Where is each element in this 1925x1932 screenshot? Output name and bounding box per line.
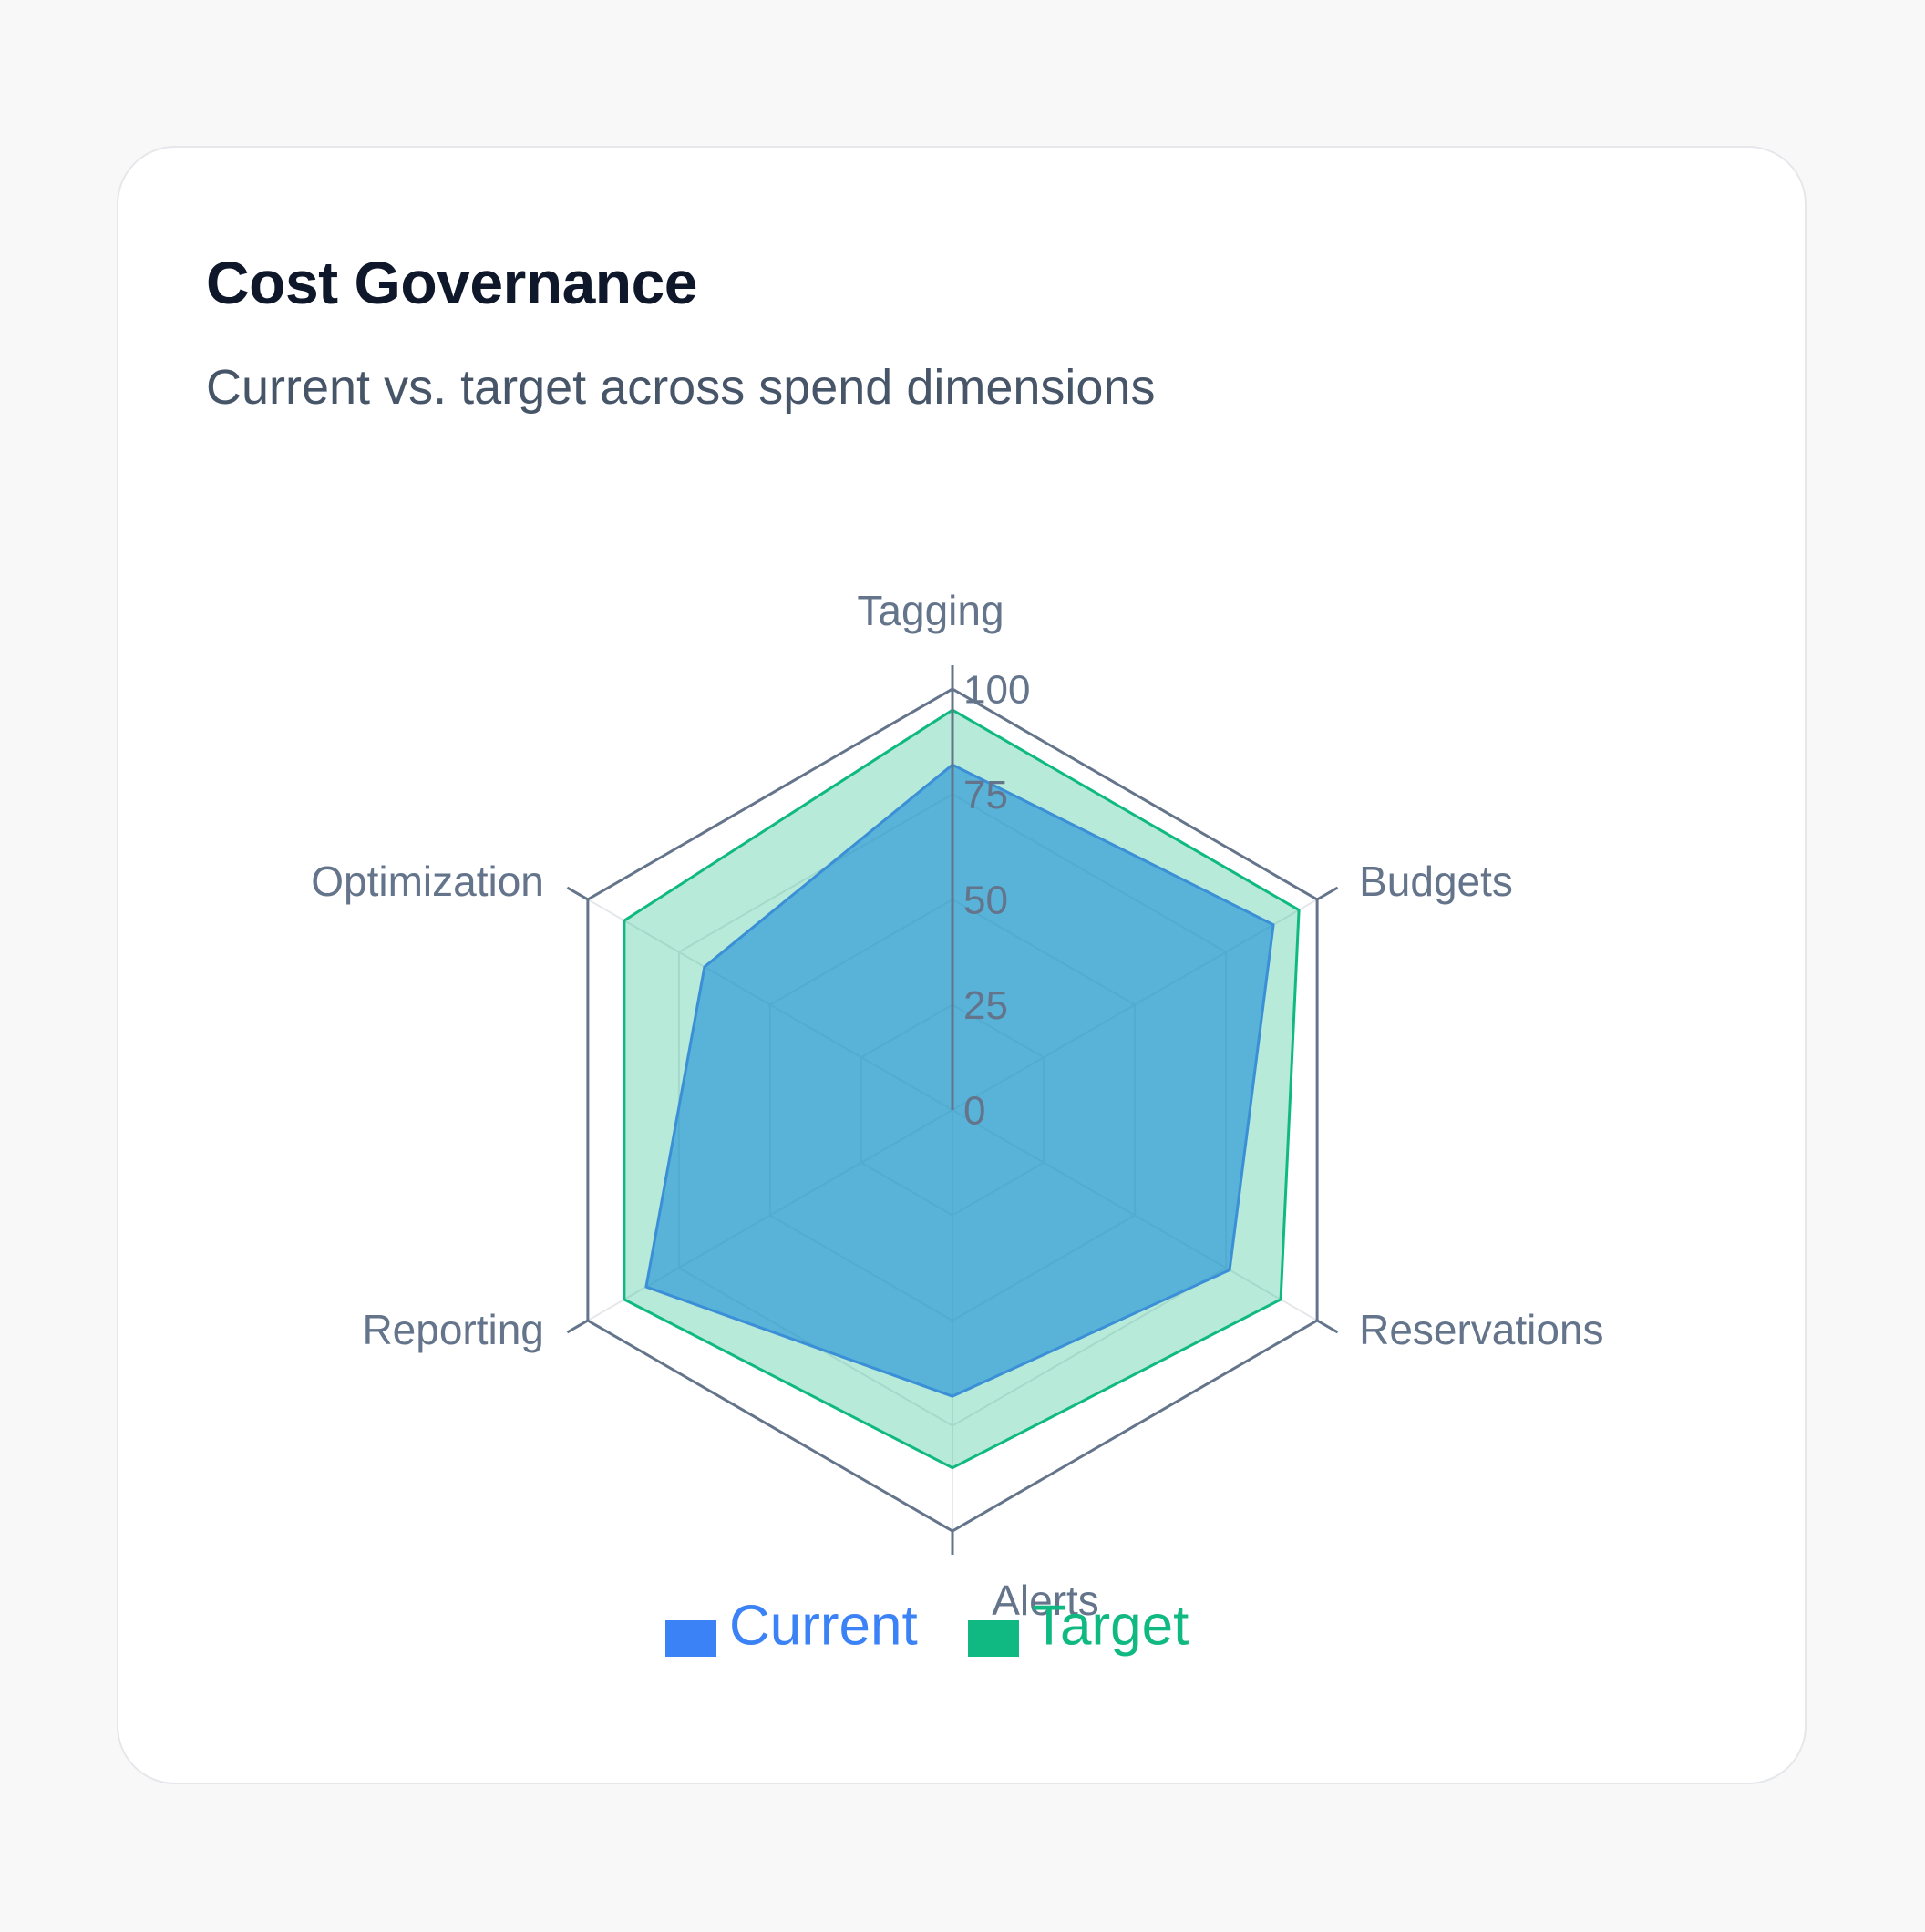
tick-label: 25 xyxy=(963,983,1008,1028)
chart-title: Cost Governance xyxy=(206,249,698,316)
tick-label: 100 xyxy=(963,668,1030,713)
radar-axis-labels: Tagging Budgets Reservations Alerts Reportin… xyxy=(311,587,1603,1624)
series-current-area xyxy=(644,763,1275,1398)
tick-label: 0 xyxy=(963,1089,985,1134)
radar-axes xyxy=(566,665,1339,1555)
axis-label-budgets: Budgets xyxy=(1359,858,1513,905)
radar-series xyxy=(623,708,1301,1470)
axis-tick-mark xyxy=(566,886,589,901)
axis-label-tagging: Tagging xyxy=(857,587,1004,634)
chart-legend: Current Target xyxy=(665,1594,1189,1657)
axis-tick-mark xyxy=(566,1319,589,1334)
axis-label-reporting: Reporting xyxy=(362,1306,543,1353)
tick-label: 75 xyxy=(963,773,1008,817)
axis-tick-mark xyxy=(1316,1319,1339,1334)
legend-swatch-current xyxy=(665,1620,716,1657)
axis-label-reservations: Reservations xyxy=(1359,1306,1603,1353)
radar-ticks: 0 25 50 75 100 xyxy=(963,668,1030,1134)
legend-swatch-target xyxy=(968,1620,1019,1657)
legend-label-current: Current xyxy=(729,1594,918,1657)
tick-label: 50 xyxy=(963,879,1008,923)
chart-subtitle: Current vs. target across spend dimensio… xyxy=(206,360,1156,415)
legend-label-target: Target xyxy=(1032,1594,1189,1657)
axis-label-alerts: Alerts xyxy=(992,1577,1099,1624)
axis-label-optimization: Optimization xyxy=(311,858,544,905)
axis-tick-mark xyxy=(1316,886,1339,901)
